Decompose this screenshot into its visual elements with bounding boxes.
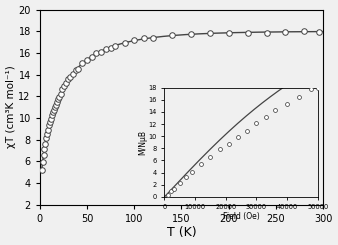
Y-axis label: χT (cm³K mol⁻¹): χT (cm³K mol⁻¹) [5, 66, 16, 148]
X-axis label: T (K): T (K) [167, 226, 196, 239]
